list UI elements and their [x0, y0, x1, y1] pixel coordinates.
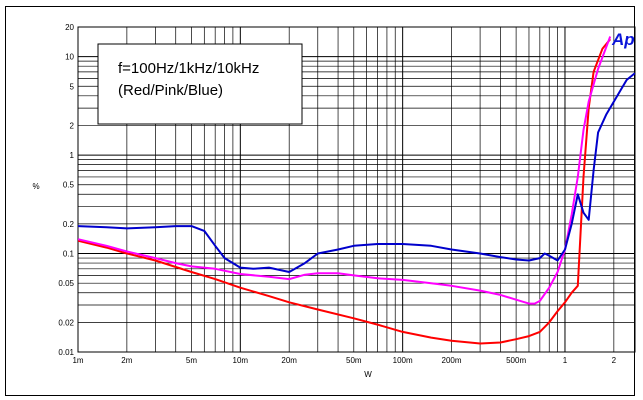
x-tick-label: 1m	[72, 356, 83, 365]
y-tick-labels: 0.01 0.02 0.05 0.1 0.2 0.5 1 2 5 10 20	[58, 23, 74, 357]
series-line-1	[78, 36, 612, 305]
series-line-0	[78, 38, 611, 345]
x-tick-label: 10m	[233, 356, 249, 365]
y-tick-label: 0.02	[58, 318, 74, 327]
series-layer	[78, 36, 635, 345]
x-tick-label: 50m	[346, 356, 362, 365]
y-tick-label: 5	[70, 82, 75, 91]
y-tick-label: 20	[65, 23, 74, 32]
thd-vs-power-chart: 1m 2m 5m 10m 20m 50m 100m 200m 500m 1 2 0.010.020.…	[32, 23, 636, 379]
annotation-line-2: (Red/Pink/Blue)	[118, 82, 223, 99]
x-tick-label: 100m	[393, 356, 413, 365]
annotation-line-1: f=100Hz/1kHz/10kHz	[118, 60, 259, 77]
x-tick-label: 20m	[281, 356, 297, 365]
y-tick-label: 10	[65, 53, 74, 62]
annotation-box: f=100Hz/1kHz/10kHz (Red/Pink/Blue)	[97, 43, 303, 125]
series-line-2	[78, 72, 635, 273]
chart-frame: 1m 2m 5m 10m 20m 50m 100m 200m 500m 1 2 0.01 0.02 0.…	[5, 6, 636, 396]
y-tick-label: 2	[70, 121, 75, 130]
x-tick-label: 500m	[506, 356, 526, 365]
x-tick-label: 200m	[442, 356, 462, 365]
x-tick-label: 5m	[186, 356, 197, 365]
y-tick-label: 0.01	[58, 348, 74, 357]
x-tick-label: 1	[563, 356, 568, 365]
x-axis-title: W	[364, 370, 372, 379]
y-tick-label: 0.1	[63, 250, 75, 259]
y-tick-label: 0.5	[63, 181, 75, 190]
y-tick-label: 0.05	[58, 279, 74, 288]
y-axis-title: %	[32, 182, 39, 191]
x-tick-label: 2	[612, 356, 617, 365]
plot-area-border	[77, 26, 636, 353]
y-tick-label: 0.2	[63, 220, 75, 229]
y-tick-label: 1	[70, 151, 75, 160]
annotation-border	[97, 43, 303, 125]
x-tick-labels: 1m 2m 5m 10m 20m 50m 100m 200m 500m 1 2	[72, 356, 616, 365]
x-tick-label: 2m	[121, 356, 132, 365]
brand-logo: Ap	[611, 30, 635, 49]
